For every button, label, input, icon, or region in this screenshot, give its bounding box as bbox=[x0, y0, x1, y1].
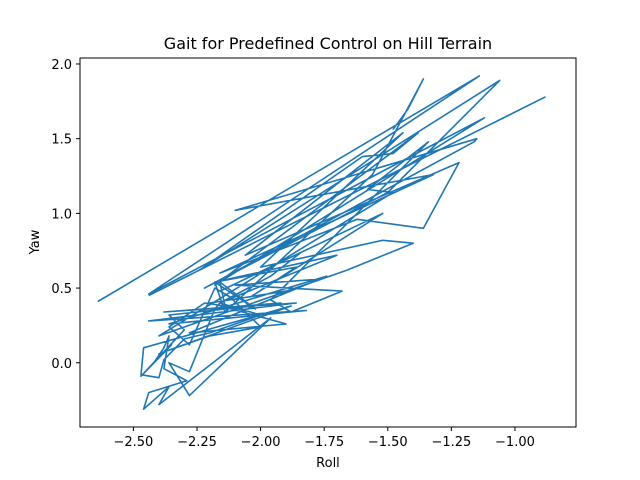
x-axis: −2.50 −2.25 −2.00 −1.75 −1.50 −1.25 −1.00 bbox=[113, 427, 535, 450]
y-tick-label: 1.5 bbox=[51, 133, 72, 148]
y-axis-label: Yaw bbox=[28, 229, 43, 255]
x-tick-label: −2.00 bbox=[241, 435, 281, 450]
series-line-0 bbox=[97, 75, 501, 410]
x-axis-label: Roll bbox=[316, 456, 340, 471]
y-axis: 0.0 0.5 1.0 1.5 2.0 bbox=[51, 58, 80, 372]
y-tick-label: 0.5 bbox=[51, 282, 72, 297]
x-tick-label: −1.00 bbox=[495, 435, 535, 450]
x-tick-label: −2.50 bbox=[113, 435, 153, 450]
y-tick-label: 0.0 bbox=[51, 357, 72, 372]
series-line-1 bbox=[148, 96, 546, 297]
x-tick-label: −2.25 bbox=[177, 435, 217, 450]
plot-frame bbox=[79, 57, 577, 428]
y-tick-label: 2.0 bbox=[51, 58, 72, 73]
x-tick-label: −1.50 bbox=[368, 435, 408, 450]
x-tick-label: −1.75 bbox=[304, 435, 344, 450]
plot-lines bbox=[97, 75, 546, 410]
x-tick-label: −1.25 bbox=[431, 435, 471, 450]
chart-title: Gait for Predefined Control on Hill Terr… bbox=[164, 34, 492, 53]
y-tick-label: 1.0 bbox=[51, 207, 72, 222]
